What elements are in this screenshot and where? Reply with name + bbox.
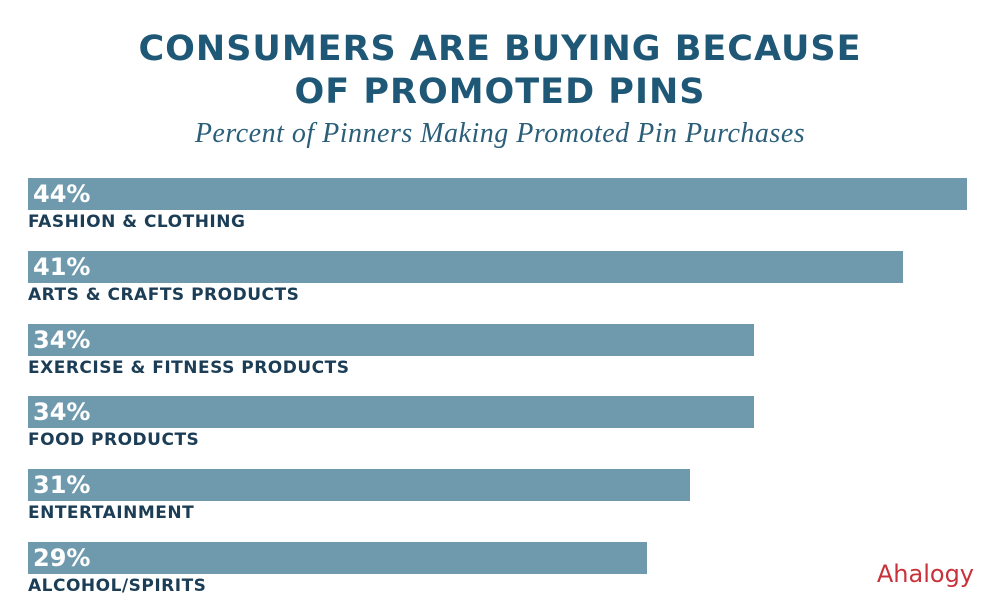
- value-label: 34%: [33, 398, 91, 427]
- bar: [28, 178, 967, 210]
- logo: Ahalogy: [876, 560, 974, 588]
- value-label: 31%: [33, 471, 91, 500]
- chart-subtitle: Percent of Pinners Making Promoted Pin P…: [194, 118, 806, 149]
- value-label: 44%: [33, 180, 91, 208]
- bar: [28, 469, 690, 502]
- category-label: ARTS & CRAFTS PRODUCTS: [28, 284, 300, 305]
- value-label: 29%: [33, 544, 91, 572]
- bar: [28, 250, 903, 283]
- bar: [28, 323, 754, 356]
- value-label: 34%: [33, 325, 91, 354]
- bar: [28, 396, 754, 429]
- bar: [28, 542, 647, 574]
- value-label: 41%: [33, 252, 91, 281]
- category-label: ALCOHOL/SPIRITS: [28, 576, 207, 596]
- category-label: FASHION & CLOTHING: [28, 212, 246, 232]
- category-label: FOOD PRODUCTS: [28, 430, 200, 451]
- category-label: EXERCISE & FITNESS PRODUCTS: [28, 357, 350, 378]
- chart-title: CONSUMERS ARE BUYING BECAUSE OF PROMOTED…: [138, 29, 862, 112]
- category-label: ENTERTAINMENT: [28, 503, 195, 524]
